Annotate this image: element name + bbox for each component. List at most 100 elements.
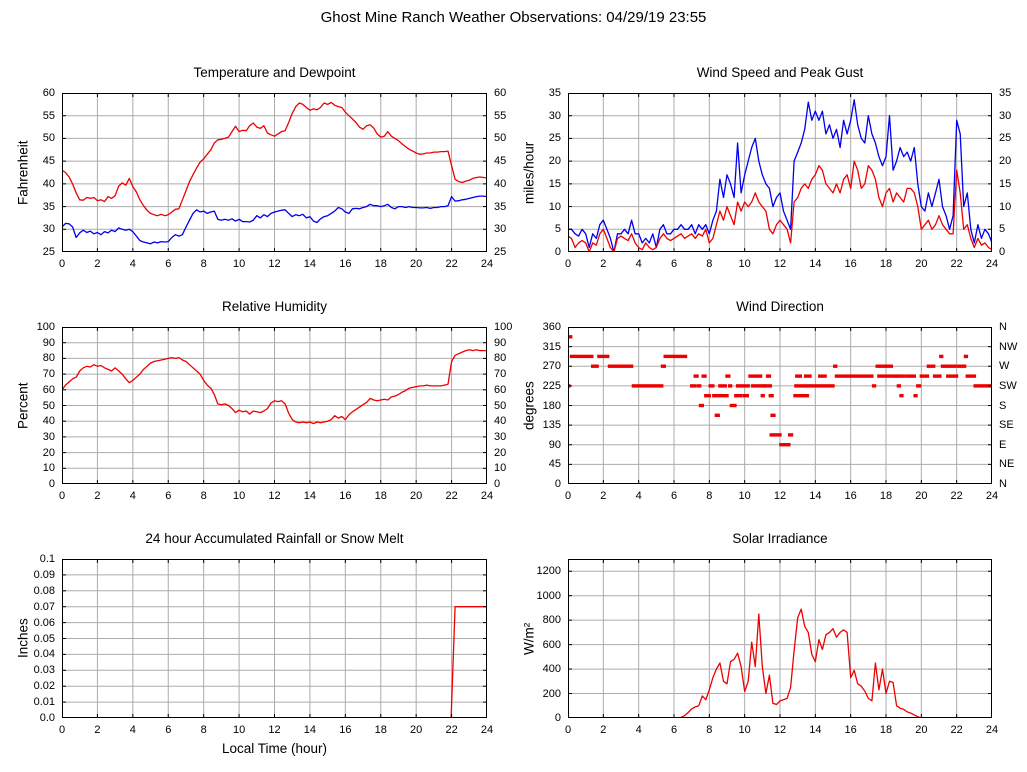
x-tick-label: 22 (445, 490, 458, 502)
y-tick-label: 135 (542, 419, 561, 432)
x-tick-label: 14 (809, 258, 822, 270)
wind-direction-dots (946, 374, 959, 378)
chart-wind-speed-peak-gust: Wind Speed and Peak Gust miles/hour 0 0 5 5 10… (522, 65, 1012, 270)
x-tick-label: 24 (480, 724, 494, 736)
x-tick-label: 8 (706, 724, 713, 736)
y-tick-label-right: 60 (494, 87, 507, 99)
plot-area (62, 93, 487, 252)
y-tick-label-right: 90 (494, 336, 507, 349)
x-tick-label: 0 (564, 490, 572, 502)
x-tick-label: 10 (738, 724, 751, 736)
wind-direction-dots (725, 374, 731, 378)
x-tick-label: 22 (950, 490, 963, 502)
y-tick-label-right: NW (999, 340, 1018, 353)
x-tick-label: 12 (268, 258, 281, 270)
x-tick-label: 10 (232, 258, 246, 270)
y-tick-label-right: E (999, 438, 1007, 451)
x-tick-label: 20 (915, 724, 928, 736)
plot-area (62, 559, 487, 718)
page-title: Ghost Mine Ranch Weather Observations: 0… (320, 9, 707, 26)
wind-direction-dots (788, 433, 794, 437)
x-tick-label: 16 (339, 724, 352, 736)
wind-direction-dots (956, 364, 967, 368)
y-tick-label-right: SW (999, 379, 1017, 392)
x-tick-label: 24 (985, 490, 999, 502)
wind-direction-dots (729, 403, 737, 408)
chart-wind-direction: Wind Direction degrees 0 N 45 NE 90 E 135 SE 180 S 2… (522, 299, 1018, 502)
x-tick-label: 14 (809, 490, 822, 502)
y-tick-label-right: 50 (494, 132, 507, 145)
series-dewpoint-line (62, 195, 487, 245)
x-tick-label: 8 (200, 258, 207, 270)
x-tick-label: 0 (58, 490, 66, 502)
y-tick-label: 10 (42, 462, 55, 475)
wind-direction-dots (919, 374, 930, 378)
x-tick-label: 4 (635, 724, 642, 736)
y-tick-label: 0.0 (39, 712, 55, 724)
plot-area (62, 327, 487, 484)
x-tick-label: 24 (480, 258, 494, 270)
y-tick-label: 50 (42, 399, 55, 412)
y-tick-label-right: 0 (999, 246, 1006, 258)
y-tick-label-right: N (999, 478, 1007, 490)
chart-temperature-dewpoint: Temperature and Dewpoint Fahrenheit 25 25 30… (16, 65, 507, 270)
x-tick-label: 8 (706, 490, 713, 502)
y-tick-label: 800 (542, 614, 561, 627)
y-tick-label-right: 10 (999, 200, 1012, 213)
y-tick-label-right: N (999, 321, 1007, 333)
y-tick-label: 0 (554, 246, 561, 258)
chart-accumulated-rainfall: 24 hour Accumulated Rainfall or Snow Mel… (16, 531, 494, 756)
wind-direction-dots (973, 384, 992, 388)
x-tick-label: 6 (670, 724, 678, 736)
x-tick-label: 14 (303, 724, 317, 736)
y-tick-label: 90 (42, 336, 55, 349)
x-tick-label: 2 (94, 724, 101, 736)
series-solar-line (568, 608, 992, 718)
wind-direction-dots (940, 364, 957, 368)
x-tick-label: 14 (809, 724, 822, 736)
wind-direction-dots (818, 374, 827, 378)
wind-direction-dots (905, 374, 916, 378)
y-tick-label-right: 10 (494, 462, 507, 475)
x-tick-label: 16 (844, 490, 857, 502)
y-tick-label: 315 (542, 340, 561, 353)
wind-direction-dots (607, 364, 634, 368)
x-tick-label: 20 (410, 490, 423, 502)
x-tick-label: 18 (879, 724, 893, 736)
y-tick-label-right: 45 (494, 155, 507, 168)
x-tick-label: 14 (303, 490, 317, 502)
wind-direction-dots (795, 374, 802, 378)
wind-direction-dots (871, 384, 877, 388)
y-tick-label: 45 (548, 458, 561, 471)
y-tick-label-right: 80 (494, 352, 507, 365)
y-tick-label-right: 70 (494, 368, 507, 381)
wind-direction-dots (803, 374, 812, 378)
y-tick-label: 0.09 (33, 568, 55, 581)
plot-area (568, 559, 992, 718)
y-tick-label: 70 (42, 368, 55, 381)
plot-border (62, 327, 487, 484)
y-tick-label: 0.05 (33, 632, 55, 645)
x-tick-label: 22 (445, 258, 458, 270)
x-tick-label: 8 (200, 490, 207, 502)
x-tick-label: 22 (445, 724, 458, 736)
x-tick-label: 18 (879, 490, 893, 502)
x-tick-label: 20 (915, 258, 928, 270)
y-tick-label: 25 (42, 246, 55, 258)
wind-direction-dots (693, 374, 699, 378)
y-tick-label: 0.08 (33, 584, 55, 597)
y-tick-label: 55 (42, 109, 55, 122)
wind-direction-dots (932, 374, 942, 378)
wind-direction-dots (809, 384, 835, 388)
y-tick-label: 80 (42, 352, 55, 365)
y-tick-label-right: 0 (494, 478, 501, 490)
x-tick-label: 12 (773, 258, 787, 270)
y-tick-label: 35 (548, 87, 561, 99)
x-axis-label: Local Time (hour) (221, 741, 328, 756)
x-tick-label: 16 (339, 258, 352, 270)
x-tick-label: 20 (410, 724, 423, 736)
wind-direction-dots (750, 384, 766, 388)
x-tick-label: 24 (985, 724, 999, 736)
y-tick-label: 10 (548, 200, 561, 213)
wind-direction-dots (569, 354, 594, 359)
